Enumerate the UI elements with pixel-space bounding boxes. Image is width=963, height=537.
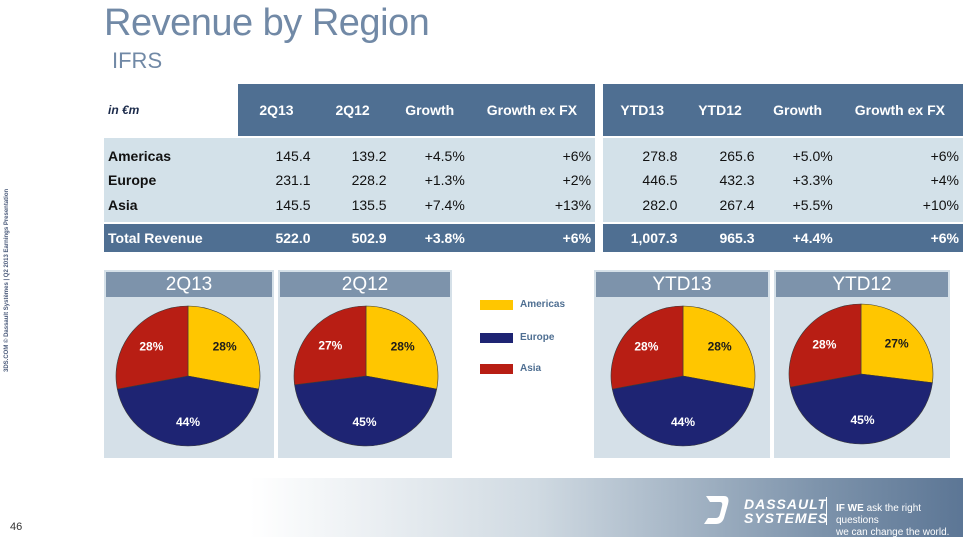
col-header: YTD12: [681, 84, 759, 136]
pie-data-label: 27%: [318, 338, 342, 352]
cell: 1,007.3: [602, 224, 682, 252]
row-label: Americas: [104, 138, 239, 167]
table-header-row: in €m 2Q13 2Q12 Growth Growth ex FX YTD1…: [104, 84, 963, 136]
pie-data-label: 28%: [708, 340, 732, 354]
tagline: IF WE ask the right questions we can cha…: [836, 503, 950, 537]
pie-chart-2q12: 28% 45% 27%: [293, 305, 439, 447]
cell: +6%: [836, 138, 963, 167]
cell: 145.5: [238, 193, 315, 222]
pie-data-label: 45%: [850, 413, 874, 427]
col-header: 2Q13: [238, 84, 315, 136]
revenue-table: in €m 2Q13 2Q12 Growth Growth ex FX YTD1…: [104, 84, 963, 252]
total-row: Total Revenue 522.0 502.9 +3.8% +6% 1,00…: [104, 224, 963, 252]
table-row: Asia 145.5 135.5 +7.4% +13% 282.0 267.4 …: [104, 193, 963, 222]
pie-data-label: 44%: [176, 415, 200, 429]
pie-slice-europe: [789, 373, 933, 445]
cell: 446.5: [602, 167, 682, 193]
pie-title: 2Q13: [106, 272, 272, 297]
cell: +10%: [836, 193, 963, 222]
cell: +1.3%: [390, 167, 469, 193]
pie-data-label: 28%: [812, 338, 836, 352]
pie-data-label: 28%: [139, 340, 163, 354]
pie-slice-europe: [116, 375, 260, 447]
cell: 231.1: [238, 167, 315, 193]
pie-slice-asia: [115, 305, 189, 390]
pie-slice-americas: [682, 305, 756, 390]
table-caption: in €m: [108, 103, 140, 117]
legend-label: Americas: [520, 299, 566, 310]
cell: +2%: [468, 167, 596, 193]
cell: +5.5%: [758, 193, 837, 222]
col-header: Growth: [390, 84, 469, 136]
cell: +3.8%: [390, 224, 469, 252]
cell: +7.4%: [390, 193, 469, 222]
pie-slice-americas: [860, 303, 934, 384]
pie-data-label: 27%: [885, 336, 909, 350]
page-number: 46: [10, 521, 23, 533]
cell: +6%: [468, 224, 596, 252]
pie-data-label: 45%: [352, 415, 376, 429]
legend-swatch: [480, 300, 513, 310]
cell: 965.3: [681, 224, 759, 252]
legend-swatch: [480, 333, 513, 343]
pie-data-label: 28%: [391, 340, 415, 354]
cell: +5.0%: [758, 138, 837, 167]
pie-chart-2q13: 28% 44% 28%: [115, 305, 261, 447]
page-title: Revenue by Region: [104, 2, 430, 44]
legend-label: Asia: [520, 363, 542, 374]
pie-slice-asia: [788, 303, 862, 388]
legend-swatch: [480, 364, 513, 374]
cell: 265.6: [681, 138, 759, 167]
cell: +4.4%: [758, 224, 837, 252]
col-header: Growth ex FX: [468, 84, 596, 136]
pie-slice-americas: [365, 305, 439, 390]
pie-data-label: 44%: [671, 415, 695, 429]
ds-logo-icon: [704, 496, 729, 524]
brand-name: DASSAULT SYSTEMES: [744, 496, 829, 526]
cell: 278.8: [602, 138, 682, 167]
footer-band: [250, 478, 963, 537]
cell: 267.4: [681, 193, 759, 222]
pie-slice-americas: [187, 305, 261, 390]
cell: +4.5%: [390, 138, 469, 167]
col-header: Growth: [758, 84, 837, 136]
cell: +4%: [836, 167, 963, 193]
pie-chart-ytd12: 27% 45% 28%: [788, 303, 934, 445]
footer-divider: [826, 497, 827, 525]
col-header: 2Q12: [314, 84, 391, 136]
pie-slice-europe: [611, 375, 755, 447]
table-row: Europe 231.1 228.2 +1.3% +2% 446.5 432.3…: [104, 167, 963, 193]
cell: +13%: [468, 193, 596, 222]
cell: 135.5: [314, 193, 391, 222]
row-label: Asia: [104, 193, 239, 222]
cell: +3.3%: [758, 167, 837, 193]
pie-slice-asia: [293, 305, 367, 386]
pie-title: YTD12: [776, 272, 948, 297]
pie-title: YTD13: [596, 272, 768, 297]
cell: +6%: [836, 224, 963, 252]
pie-data-label: 28%: [213, 340, 237, 354]
col-header: YTD13: [602, 84, 682, 136]
cell: 139.2: [314, 138, 391, 167]
cell: +6%: [468, 138, 596, 167]
cell: 522.0: [238, 224, 315, 252]
pie-chart-ytd13: 28% 44% 28%: [610, 305, 756, 447]
row-label: Total Revenue: [104, 224, 239, 252]
page-subtitle: IFRS: [112, 48, 163, 73]
pie-slice-europe: [294, 375, 438, 447]
cell: 228.2: [314, 167, 391, 193]
side-caption: 3DS.COM © Dassault Systèmes | Q2 2013 Ea…: [4, 188, 10, 372]
cell: 145.4: [238, 138, 315, 167]
row-label: Europe: [104, 167, 239, 193]
cell: 432.3: [681, 167, 759, 193]
table-row: Americas 145.4 139.2 +4.5% +6% 278.8 265…: [104, 138, 963, 167]
cell: 282.0: [602, 193, 682, 222]
col-header: Growth ex FX: [836, 84, 963, 136]
pie-slice-asia: [610, 305, 684, 390]
legend-label: Europe: [520, 332, 555, 343]
pie-data-label: 28%: [634, 340, 658, 354]
pie-title: 2Q12: [280, 272, 450, 297]
cell: 502.9: [314, 224, 391, 252]
